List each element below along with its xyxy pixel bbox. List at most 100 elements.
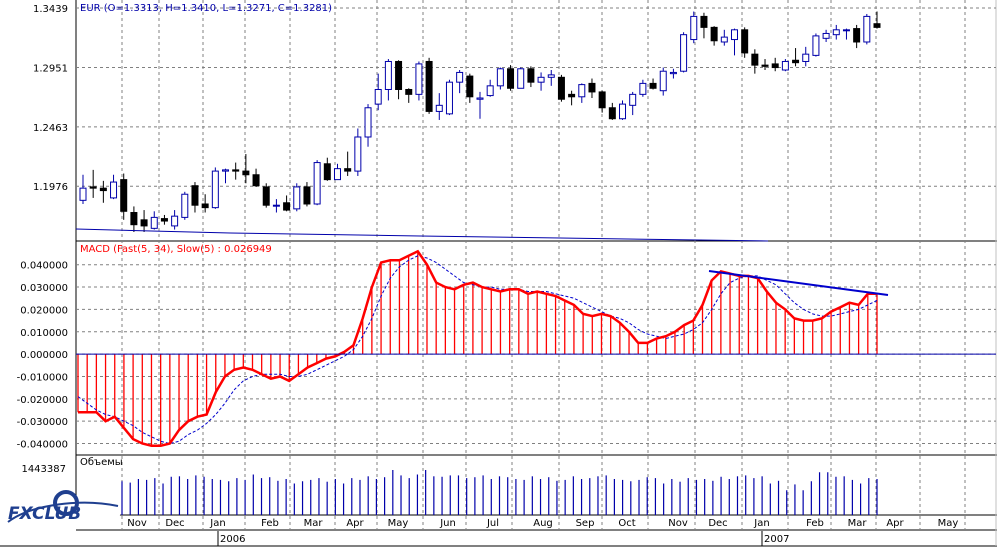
price-tick-label-3: 1.1976 — [33, 182, 68, 193]
price-panel-label: EUR (O=1.3313, H=1.3410, L=1.3271, C=1.3… — [80, 3, 332, 14]
macd-tick-label-7: -0.030000 — [17, 417, 68, 428]
logo-ring-icon — [53, 490, 79, 516]
candle-body-71 — [802, 53, 810, 62]
candle-body-6 — [140, 219, 148, 227]
candle-body-3 — [110, 181, 118, 199]
macd-tick-label-2: 0.020000 — [20, 305, 68, 316]
candle-body-15 — [232, 169, 240, 172]
candle-body-43 — [517, 68, 525, 89]
candle-body-30 — [384, 60, 392, 90]
candle-body-47 — [557, 76, 565, 100]
candle-body-11 — [191, 185, 199, 206]
candle-body-28 — [364, 107, 372, 138]
month-label-11: Oct — [618, 518, 635, 529]
month-label-5: Apr — [346, 518, 364, 529]
macd-histogram — [77, 251, 878, 446]
candle-body-55 — [639, 82, 647, 95]
candle-body-49 — [578, 84, 586, 98]
candle-body-2 — [99, 187, 107, 192]
candle-body-60 — [690, 15, 698, 41]
candle-body-41 — [496, 68, 504, 87]
candle-body-65 — [741, 29, 749, 54]
volume-bars — [121, 470, 878, 515]
candle-body-77 — [863, 15, 871, 43]
candle-body-64 — [730, 29, 738, 41]
candle-body-33 — [415, 63, 423, 95]
candle-body-61 — [700, 15, 708, 28]
logo-text: FXCLUB — [8, 504, 81, 524]
divergence-trend-line — [708, 270, 889, 296]
candle-body-0 — [79, 187, 87, 201]
candle-body-16 — [242, 170, 250, 176]
candle-body-25 — [333, 168, 341, 181]
candle-body-12 — [201, 203, 209, 209]
macd-tick-label-3: 0.010000 — [20, 328, 68, 339]
candle-body-44 — [527, 68, 535, 83]
candle-body-19 — [272, 204, 280, 207]
candle-body-27 — [354, 136, 362, 172]
candle-body-5 — [130, 212, 138, 226]
candle-body-63 — [720, 36, 728, 43]
candle-body-21 — [293, 186, 301, 210]
candle-body-74 — [832, 29, 840, 36]
macd-tick-label-1: 0.030000 — [20, 283, 68, 294]
macd-axis: 0.040000 0.030000 0.020000 0.010000 0.000000… — [17, 261, 68, 451]
price-candles — [79, 11, 881, 232]
candle-body-29 — [374, 88, 382, 105]
candle-body-35 — [435, 104, 443, 112]
month-label-16: Mar — [848, 518, 868, 529]
candle-body-54 — [629, 93, 637, 106]
month-label-13: Dec — [708, 518, 727, 529]
candle-body-57 — [659, 70, 667, 92]
candle-body-76 — [853, 28, 861, 43]
candle-body-14 — [222, 169, 230, 172]
macd-tick-label-5: -0.010000 — [17, 372, 68, 383]
candle-body-17 — [252, 174, 260, 187]
candle-body-34 — [425, 60, 433, 112]
candle-body-4 — [120, 179, 128, 212]
month-label-4: Mar — [304, 518, 324, 529]
candle-body-20 — [283, 202, 291, 211]
candle-body-39 — [476, 97, 484, 100]
month-label-15: Feb — [806, 518, 824, 529]
macd-panel-label: MACD (Fast(5, 34), Slow(5) : 0.026949 — [80, 244, 272, 255]
macd-tick-label-6: -0.020000 — [17, 395, 68, 406]
candle-body-50 — [588, 82, 596, 93]
month-label-0: Nov — [127, 518, 147, 529]
macd-tick-label-0: 0.040000 — [20, 261, 68, 272]
candle-body-72 — [812, 35, 820, 56]
month-label-1: Dec — [165, 518, 184, 529]
candle-body-8 — [160, 218, 168, 222]
month-label-12: Nov — [668, 518, 688, 529]
price-tick-label-0: 1.3439 — [33, 4, 68, 15]
month-label-2: Jan — [209, 518, 225, 529]
candle-body-53 — [619, 103, 627, 120]
candle-body-24 — [323, 163, 331, 181]
candle-body-10 — [181, 193, 189, 218]
candle-body-73 — [822, 32, 830, 39]
volume-max-tick: 1443387 — [21, 464, 66, 475]
price-baseline — [75, 228, 769, 242]
price-tick-label-1: 1.2951 — [33, 63, 68, 74]
candle-body-37 — [456, 71, 464, 83]
price-axis: 1.3439 1.2951 1.2463 1.1976 — [33, 4, 68, 193]
candle-body-56 — [649, 82, 657, 89]
month-label-9: Aug — [533, 518, 553, 529]
candle-body-67 — [761, 64, 769, 67]
candle-body-75 — [842, 29, 850, 32]
candle-body-48 — [568, 93, 576, 98]
candle-body-69 — [781, 60, 789, 71]
candle-body-9 — [171, 215, 179, 227]
grid-lines — [76, 0, 996, 530]
month-label-18: May — [938, 518, 959, 529]
candle-body-59 — [680, 34, 688, 72]
candle-body-66 — [751, 53, 759, 66]
candle-body-7 — [150, 216, 158, 229]
month-label-3: Feb — [261, 518, 279, 529]
candle-body-26 — [344, 168, 352, 172]
month-label-6: May — [388, 518, 409, 529]
candle-body-42 — [507, 68, 515, 89]
candle-body-38 — [466, 75, 474, 98]
